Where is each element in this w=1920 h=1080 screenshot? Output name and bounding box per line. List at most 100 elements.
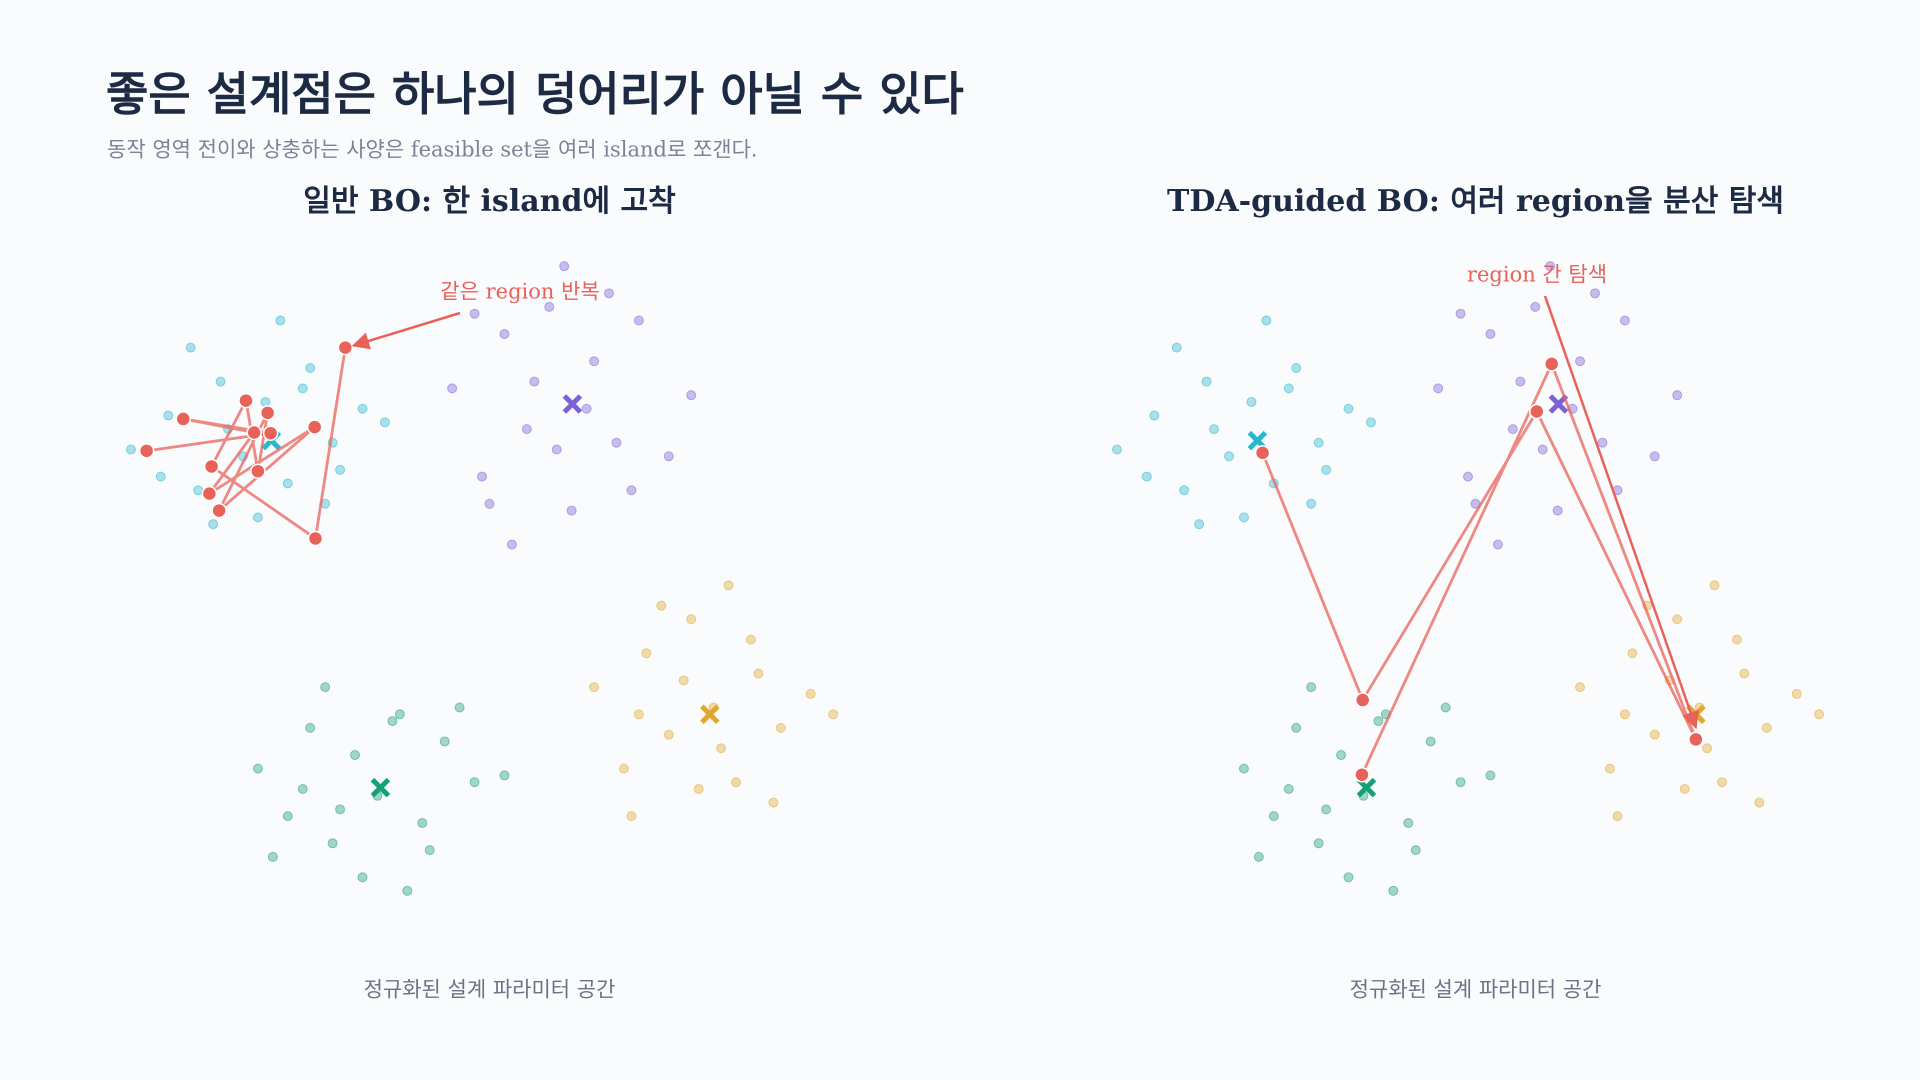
- scatter-point: [1246, 396, 1257, 407]
- cluster-center: [562, 394, 583, 414]
- scatter-point: [305, 722, 316, 733]
- scatter-point: [1492, 539, 1503, 550]
- x-axis-label: 정규화된 설계 파라미터 공간: [1350, 978, 1602, 1002]
- scatter-point: [1313, 838, 1324, 849]
- scatter-point: [439, 736, 450, 747]
- scatter-point: [1388, 885, 1399, 896]
- scatter-point: [1403, 817, 1414, 828]
- scatter-point: [663, 729, 674, 740]
- figure-title: 좋은 설계점은 하나의 덩어리가 아닐 수 있다: [106, 67, 964, 121]
- scatter-point: [1261, 315, 1272, 326]
- scatter-point: [581, 403, 592, 414]
- scatter-point: [663, 451, 674, 462]
- scatter-point: [1814, 709, 1825, 720]
- scatter-point: [1321, 464, 1332, 475]
- scatter-point: [208, 519, 219, 530]
- scatter-point: [1575, 682, 1586, 693]
- trajectory-line: [1261, 360, 1698, 776]
- scatter-point: [305, 363, 316, 374]
- scatter-point: [215, 376, 226, 387]
- scatter-point: [768, 797, 779, 808]
- scatter-point: [1672, 390, 1683, 401]
- scatter-point: [357, 872, 368, 883]
- scatter-point: [559, 261, 570, 272]
- scatter-point: [775, 722, 786, 733]
- scatter-point: [753, 668, 764, 679]
- figure-subtitle: 동작 영역 전이와 상충하는 사양은 feasible set을 여러 isla…: [107, 138, 758, 162]
- scatter-point: [693, 783, 704, 794]
- scatter-point: [1530, 301, 1541, 312]
- cluster-center: [370, 777, 391, 798]
- scatter-point: [424, 845, 435, 856]
- scatter-point: [745, 634, 756, 645]
- trajectory-point: [238, 392, 254, 409]
- scatter-point: [252, 512, 263, 523]
- scatter-point: [1306, 682, 1317, 693]
- scatter-point: [1485, 770, 1496, 781]
- trajectory-point: [1529, 403, 1545, 420]
- trajectory-point: [211, 502, 227, 519]
- scatter-point: [1440, 702, 1451, 713]
- scatter-point: [529, 376, 540, 387]
- scatter-point: [1194, 519, 1205, 530]
- panel-title: TDA-guided BO: 여러 region을 분산 탐색: [1167, 184, 1784, 219]
- scatter-point: [1306, 498, 1317, 509]
- trajectory-point: [175, 411, 191, 427]
- scatter-point: [633, 709, 644, 720]
- scatter-point: [469, 308, 480, 319]
- trajectory-point: [306, 419, 323, 435]
- scatter-point: [1238, 763, 1249, 774]
- scatter-point: [1754, 797, 1765, 808]
- scatter-point: [267, 851, 278, 862]
- scatter-point: [185, 342, 196, 353]
- trajectory-point: [307, 530, 324, 547]
- trajectory-point: [1543, 356, 1560, 372]
- scatter-point: [454, 702, 465, 713]
- scatter-point: [252, 763, 263, 774]
- scatter-point: [604, 288, 615, 299]
- scatter-point: [626, 485, 637, 496]
- scatter-point: [1425, 736, 1436, 747]
- scatter-point: [686, 614, 697, 625]
- scatter-point: [327, 838, 338, 849]
- scatter-point: [1223, 451, 1234, 462]
- trajectory-point: [1254, 445, 1271, 461]
- scatter-point: [282, 478, 293, 489]
- scatter-point: [1485, 329, 1496, 340]
- scatter-point: [723, 580, 734, 591]
- scatter-point: [506, 539, 517, 550]
- scatter-point: [282, 811, 293, 822]
- scatter-point: [1373, 716, 1384, 727]
- scatter-point: [1336, 750, 1347, 761]
- scatter-point: [1679, 783, 1690, 794]
- scatter-point: [1761, 722, 1772, 733]
- scatter-point: [1619, 709, 1630, 720]
- scatter-point: [1455, 777, 1466, 788]
- scatter-point: [275, 315, 286, 326]
- trajectory-point: [259, 405, 276, 421]
- scatter-point: [544, 301, 555, 312]
- scatter-point: [1597, 437, 1608, 448]
- scatter-point: [1515, 376, 1526, 387]
- scatter-point: [1672, 614, 1683, 625]
- scatter-point: [1321, 804, 1332, 815]
- trajectory-point: [250, 463, 266, 479]
- scatter-point: [1619, 315, 1630, 326]
- scatter-point: [618, 763, 629, 774]
- trajectory-point: [1688, 731, 1704, 748]
- scatter-point: [1702, 743, 1713, 754]
- scatter-point: [163, 410, 174, 421]
- scatter-point: [1627, 648, 1638, 659]
- scatter-point: [1283, 783, 1294, 794]
- panel-title: 일반 BO: 한 island에 고착: [303, 184, 676, 219]
- scatter-point: [1575, 356, 1586, 367]
- scatter-point: [297, 783, 308, 794]
- scatter-point: [1343, 403, 1354, 414]
- scatter-point: [1313, 437, 1324, 448]
- scatter-point: [641, 648, 652, 659]
- scatter-point: [731, 777, 742, 788]
- annotation: region 간 탐색: [1467, 263, 1607, 287]
- scatter-point: [394, 709, 405, 720]
- scatter-point: [1253, 851, 1264, 862]
- x-axis-label: 정규화된 설계 파라미터 공간: [364, 978, 616, 1002]
